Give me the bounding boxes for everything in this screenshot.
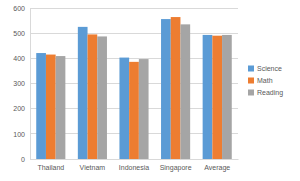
y-tick: 100 bbox=[13, 131, 30, 138]
y-tick-label: 600 bbox=[13, 5, 25, 12]
y-tick: 300 bbox=[13, 80, 30, 87]
x-tick: Vietnam bbox=[80, 159, 106, 171]
legend-label: Science bbox=[257, 65, 282, 72]
bar bbox=[171, 17, 181, 159]
bar bbox=[212, 36, 222, 159]
bar-series bbox=[46, 17, 222, 159]
y-axis: 0 100 200 300 400 500 600 bbox=[13, 5, 30, 163]
x-tick-label: Average bbox=[204, 164, 230, 172]
x-tick-label: Thailand bbox=[37, 164, 64, 171]
legend-label: Math bbox=[257, 77, 273, 84]
x-tick-label: Singapore bbox=[160, 164, 192, 172]
x-tick: Thailand bbox=[37, 159, 64, 171]
y-tick: 0 bbox=[21, 156, 30, 163]
legend-swatch bbox=[248, 66, 254, 72]
legend-item: Math bbox=[248, 77, 273, 84]
bars bbox=[36, 17, 232, 159]
y-tick-label: 200 bbox=[13, 105, 25, 112]
grid bbox=[30, 8, 238, 159]
bar-series bbox=[36, 19, 212, 159]
x-axis: Thailand Vietnam Indonesia Singapore Average bbox=[31, 159, 239, 172]
bar bbox=[88, 34, 98, 159]
y-tick-label: 100 bbox=[13, 131, 25, 138]
grid-line bbox=[30, 8, 238, 9]
bar bbox=[161, 19, 171, 159]
bar bbox=[46, 55, 56, 159]
y-tick-label: 400 bbox=[13, 55, 25, 62]
x-axis-line bbox=[31, 159, 239, 160]
grid-line bbox=[30, 33, 238, 34]
plot: 0 100 200 300 400 500 600 Thailand Vietnam Indone… bbox=[13, 5, 238, 172]
bar bbox=[139, 59, 149, 159]
x-tick-label: Indonesia bbox=[119, 164, 149, 171]
x-tick: Average bbox=[204, 159, 230, 172]
y-tick: 600 bbox=[13, 5, 30, 12]
bar bbox=[56, 56, 66, 159]
y-tick-label: 0 bbox=[21, 156, 25, 163]
y-tick: 200 bbox=[13, 105, 30, 112]
bar bbox=[129, 62, 139, 159]
bar bbox=[203, 35, 213, 159]
y-tick-label: 300 bbox=[13, 80, 25, 87]
bar bbox=[222, 35, 232, 159]
bar-series bbox=[56, 24, 232, 159]
y-tick: 400 bbox=[13, 55, 30, 62]
x-tick: Indonesia bbox=[119, 159, 149, 171]
legend: Science Math Reading bbox=[248, 65, 283, 97]
y-tick: 500 bbox=[13, 30, 30, 37]
y-tick-label: 500 bbox=[13, 30, 25, 37]
bar bbox=[119, 58, 129, 159]
x-tick: Singapore bbox=[160, 159, 192, 172]
legend-item: Reading bbox=[248, 89, 283, 97]
legend-label: Reading bbox=[257, 89, 283, 97]
legend-swatch bbox=[248, 78, 254, 84]
bar bbox=[180, 24, 190, 159]
bar bbox=[78, 27, 88, 159]
chart: 0 100 200 300 400 500 600 Thailand Vietnam Indone… bbox=[0, 0, 300, 181]
legend-swatch bbox=[248, 90, 254, 96]
y-axis-line bbox=[30, 9, 31, 160]
legend-item: Science bbox=[248, 65, 282, 72]
bar bbox=[97, 36, 107, 159]
bar bbox=[36, 53, 46, 159]
x-tick-label: Vietnam bbox=[80, 164, 106, 171]
